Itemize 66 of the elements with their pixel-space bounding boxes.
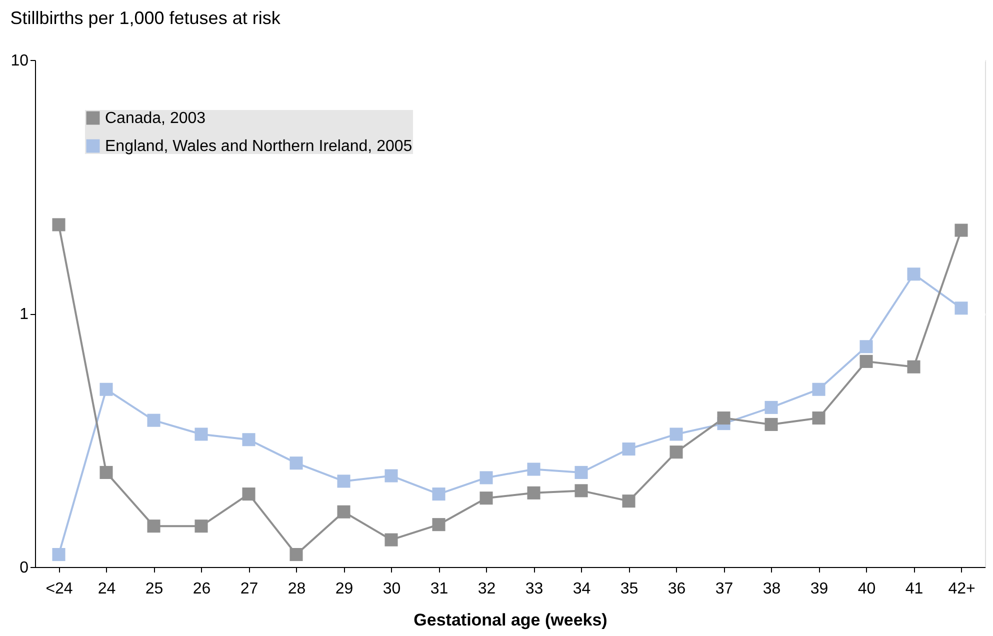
point <box>147 520 160 533</box>
x-tick-label: 32 <box>478 580 496 598</box>
point <box>764 418 778 431</box>
point <box>100 466 113 479</box>
x-tick-label: 38 <box>762 580 781 598</box>
x-tick-label: 31 <box>430 580 448 598</box>
legend-label: Canada, 2003 <box>105 110 206 127</box>
point <box>480 492 493 505</box>
x-tick-label: 36 <box>668 580 686 598</box>
point <box>242 488 256 501</box>
point <box>717 411 730 425</box>
legend-label: England, Wales and Northern Ireland, 2005 <box>105 138 412 155</box>
point <box>954 302 968 315</box>
x-tick-label: 27 <box>240 580 258 598</box>
point <box>194 520 208 533</box>
point <box>574 484 588 498</box>
point <box>954 224 968 237</box>
point <box>194 428 208 441</box>
point <box>907 268 920 281</box>
point <box>764 400 778 414</box>
y-tick-label: 10 <box>10 52 29 70</box>
y-tick-label: 1 <box>20 306 29 323</box>
x-tick-label: 37 <box>715 580 734 598</box>
x-tick-label: <24 <box>46 580 73 598</box>
x-tick-label: 42+ <box>948 580 976 598</box>
point <box>860 340 873 354</box>
point <box>907 360 920 374</box>
point <box>52 548 66 562</box>
point <box>384 533 398 546</box>
point <box>290 548 303 562</box>
point <box>290 456 303 470</box>
x-axis-title: Gestational age (weeks) <box>414 610 608 630</box>
x-tick-label: 41 <box>905 580 924 598</box>
point <box>480 471 493 484</box>
x-tick-label: 28 <box>288 580 306 598</box>
point <box>812 411 826 425</box>
point <box>432 488 446 501</box>
point <box>384 469 398 482</box>
x-tick-label: 33 <box>525 580 544 598</box>
chart-title: Stillbirths per 1,000 fetuses at risk <box>10 8 282 28</box>
x-tick-label: 35 <box>620 580 638 598</box>
x-tick-label: 29 <box>335 580 354 598</box>
point <box>337 505 350 518</box>
x-tick-label: 24 <box>98 580 116 598</box>
point <box>432 518 446 532</box>
point <box>527 486 540 500</box>
y-tick-label: 0 <box>20 560 29 576</box>
point <box>670 446 683 459</box>
x-tick-label: 30 <box>382 580 401 598</box>
point <box>860 354 873 368</box>
x-tick-label: 39 <box>810 580 828 598</box>
point <box>670 428 683 441</box>
point <box>812 382 826 396</box>
x-tick-label: 40 <box>858 580 876 598</box>
point <box>337 474 350 488</box>
point <box>622 442 636 456</box>
x-tick-label: 25 <box>145 580 164 598</box>
x-tick-label: 26 <box>192 580 211 598</box>
point <box>242 433 256 446</box>
point <box>622 494 636 508</box>
x-tick-label: 34 <box>572 580 591 598</box>
point <box>527 462 540 476</box>
point <box>100 382 113 396</box>
point <box>574 466 588 479</box>
point <box>52 218 66 232</box>
point <box>147 414 160 427</box>
